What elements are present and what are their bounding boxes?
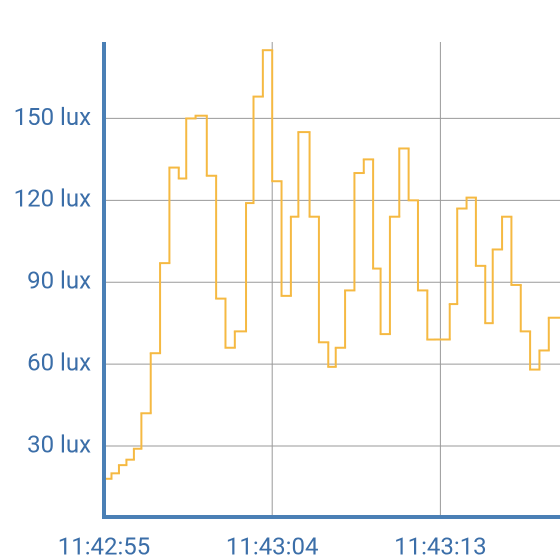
x-tick-label: 11:42:55 — [58, 532, 151, 560]
y-tick-label: 120 lux — [14, 185, 91, 213]
y-tick-label: 30 lux — [27, 430, 91, 458]
grid — [104, 42, 560, 517]
y-tick-label: 90 lux — [27, 267, 91, 295]
plot-area — [104, 49, 560, 480]
y-tick-label: 150 lux — [14, 103, 91, 131]
y-tick-label: 60 lux — [27, 348, 91, 376]
x-tick-label: 11:43:04 — [226, 532, 319, 560]
x-tick-label: 11:43:13 — [394, 532, 487, 560]
tick-labels: 30 lux 60 lux 90 lux 120 lux 150 lux 11:42:55… — [14, 103, 487, 560]
